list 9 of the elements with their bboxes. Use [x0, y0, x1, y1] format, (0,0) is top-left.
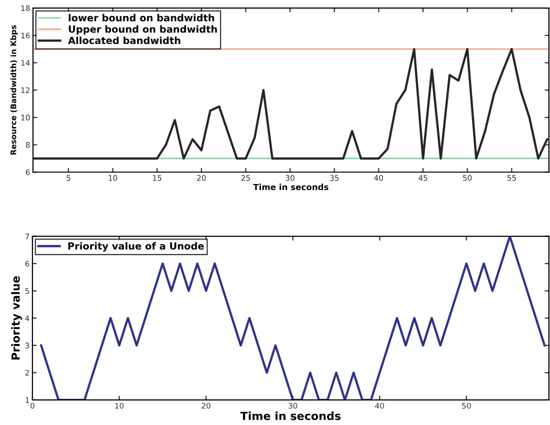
x-axis-title: Time in seconds [240, 411, 341, 420]
line-series [33, 48, 548, 160]
x-axis-title: Time in seconds [253, 184, 328, 190]
legend-label: Upper bound on bandwidth [68, 25, 217, 35]
line-series [40, 236, 546, 400]
legend-label: Priority value of a Unode [68, 242, 204, 252]
legend-label: lower bound on bandwidth [68, 14, 214, 22]
y-axis-title: Priority value [11, 276, 22, 360]
legend-label: Allocated bandwidth [68, 36, 180, 44]
